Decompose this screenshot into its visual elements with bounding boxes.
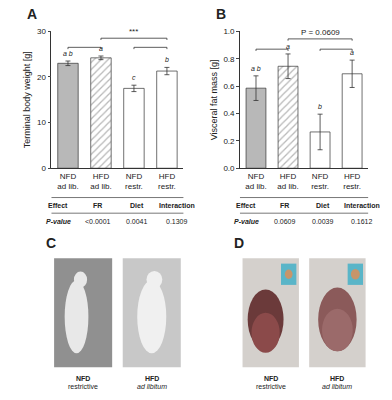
svg-text:Interaction: Interaction — [344, 202, 380, 209]
svg-text:HFD: HFD — [330, 375, 344, 382]
svg-text:Diet: Diet — [130, 202, 144, 209]
svg-text:P-value: P-value — [46, 218, 71, 225]
svg-text:A: A — [27, 6, 37, 22]
svg-text:20: 20 — [37, 73, 46, 82]
svg-text:b: b — [318, 103, 322, 110]
svg-text:HFD: HFD — [145, 375, 159, 382]
svg-text:a: a — [350, 49, 354, 56]
svg-text:HFDad lib.: HFDad lib. — [90, 172, 111, 191]
svg-text:0.0041: 0.0041 — [126, 218, 148, 225]
svg-text:Visceral fat mass [g]: Visceral fat mass [g] — [209, 59, 219, 140]
svg-text:NFDad lib.: NFDad lib. — [57, 172, 78, 191]
svg-text:ad libitum: ad libitum — [137, 383, 167, 390]
svg-text:NFDad lib.: NFDad lib. — [245, 172, 266, 191]
svg-text:Interaction: Interaction — [159, 202, 195, 209]
svg-text:HFDrestr.: HFDrestr. — [343, 172, 361, 191]
svg-text:0.1309: 0.1309 — [166, 218, 188, 225]
svg-text:Terminal body weight [g]: Terminal body weight [g] — [22, 51, 32, 148]
svg-text:P = 0.0609: P = 0.0609 — [301, 28, 340, 37]
svg-text:ad libitum: ad libitum — [322, 383, 352, 390]
svg-text:NFDrestr.: NFDrestr. — [125, 172, 143, 191]
svg-text:a b: a b — [251, 65, 261, 72]
svg-text:0.8: 0.8 — [223, 55, 235, 64]
svg-text:a: a — [99, 45, 103, 52]
svg-text:0.1612: 0.1612 — [351, 218, 373, 225]
svg-text:P-value: P-value — [234, 218, 259, 225]
svg-text:D: D — [234, 235, 244, 251]
svg-text:<0.0001: <0.0001 — [85, 218, 111, 225]
svg-text:FR: FR — [93, 202, 102, 209]
svg-text:a b: a b — [63, 50, 73, 57]
svg-text:1.0: 1.0 — [223, 27, 235, 36]
svg-text:0: 0 — [42, 164, 47, 173]
svg-text:c: c — [132, 74, 136, 81]
svg-text:NFDrestr.: NFDrestr. — [311, 172, 329, 191]
svg-text:b: b — [165, 56, 169, 63]
svg-text:0.2: 0.2 — [223, 137, 235, 146]
svg-text:0.0609: 0.0609 — [274, 218, 296, 225]
svg-text:C: C — [46, 235, 56, 251]
svg-text:Effect: Effect — [48, 202, 68, 209]
svg-text:0.0039: 0.0039 — [312, 218, 334, 225]
svg-text:restrictive: restrictive — [68, 383, 98, 390]
svg-text:B: B — [216, 6, 226, 22]
svg-text:***: *** — [129, 27, 138, 36]
svg-text:NFD: NFD — [76, 375, 90, 382]
svg-text:Diet: Diet — [316, 202, 330, 209]
svg-text:Effect: Effect — [236, 202, 256, 209]
svg-text:10: 10 — [37, 118, 46, 127]
svg-text:0.0: 0.0 — [223, 164, 235, 173]
svg-text:HFDrestr.: HFDrestr. — [158, 172, 176, 191]
svg-text:HFDad lib.: HFDad lib. — [277, 172, 298, 191]
svg-text:30: 30 — [37, 27, 46, 36]
svg-text:a: a — [286, 43, 290, 50]
svg-text:NFD: NFD — [264, 375, 278, 382]
svg-text:0.4: 0.4 — [223, 109, 235, 118]
svg-text:0.6: 0.6 — [223, 82, 235, 91]
svg-text:FR: FR — [280, 202, 289, 209]
svg-text:restrictive: restrictive — [256, 383, 286, 390]
